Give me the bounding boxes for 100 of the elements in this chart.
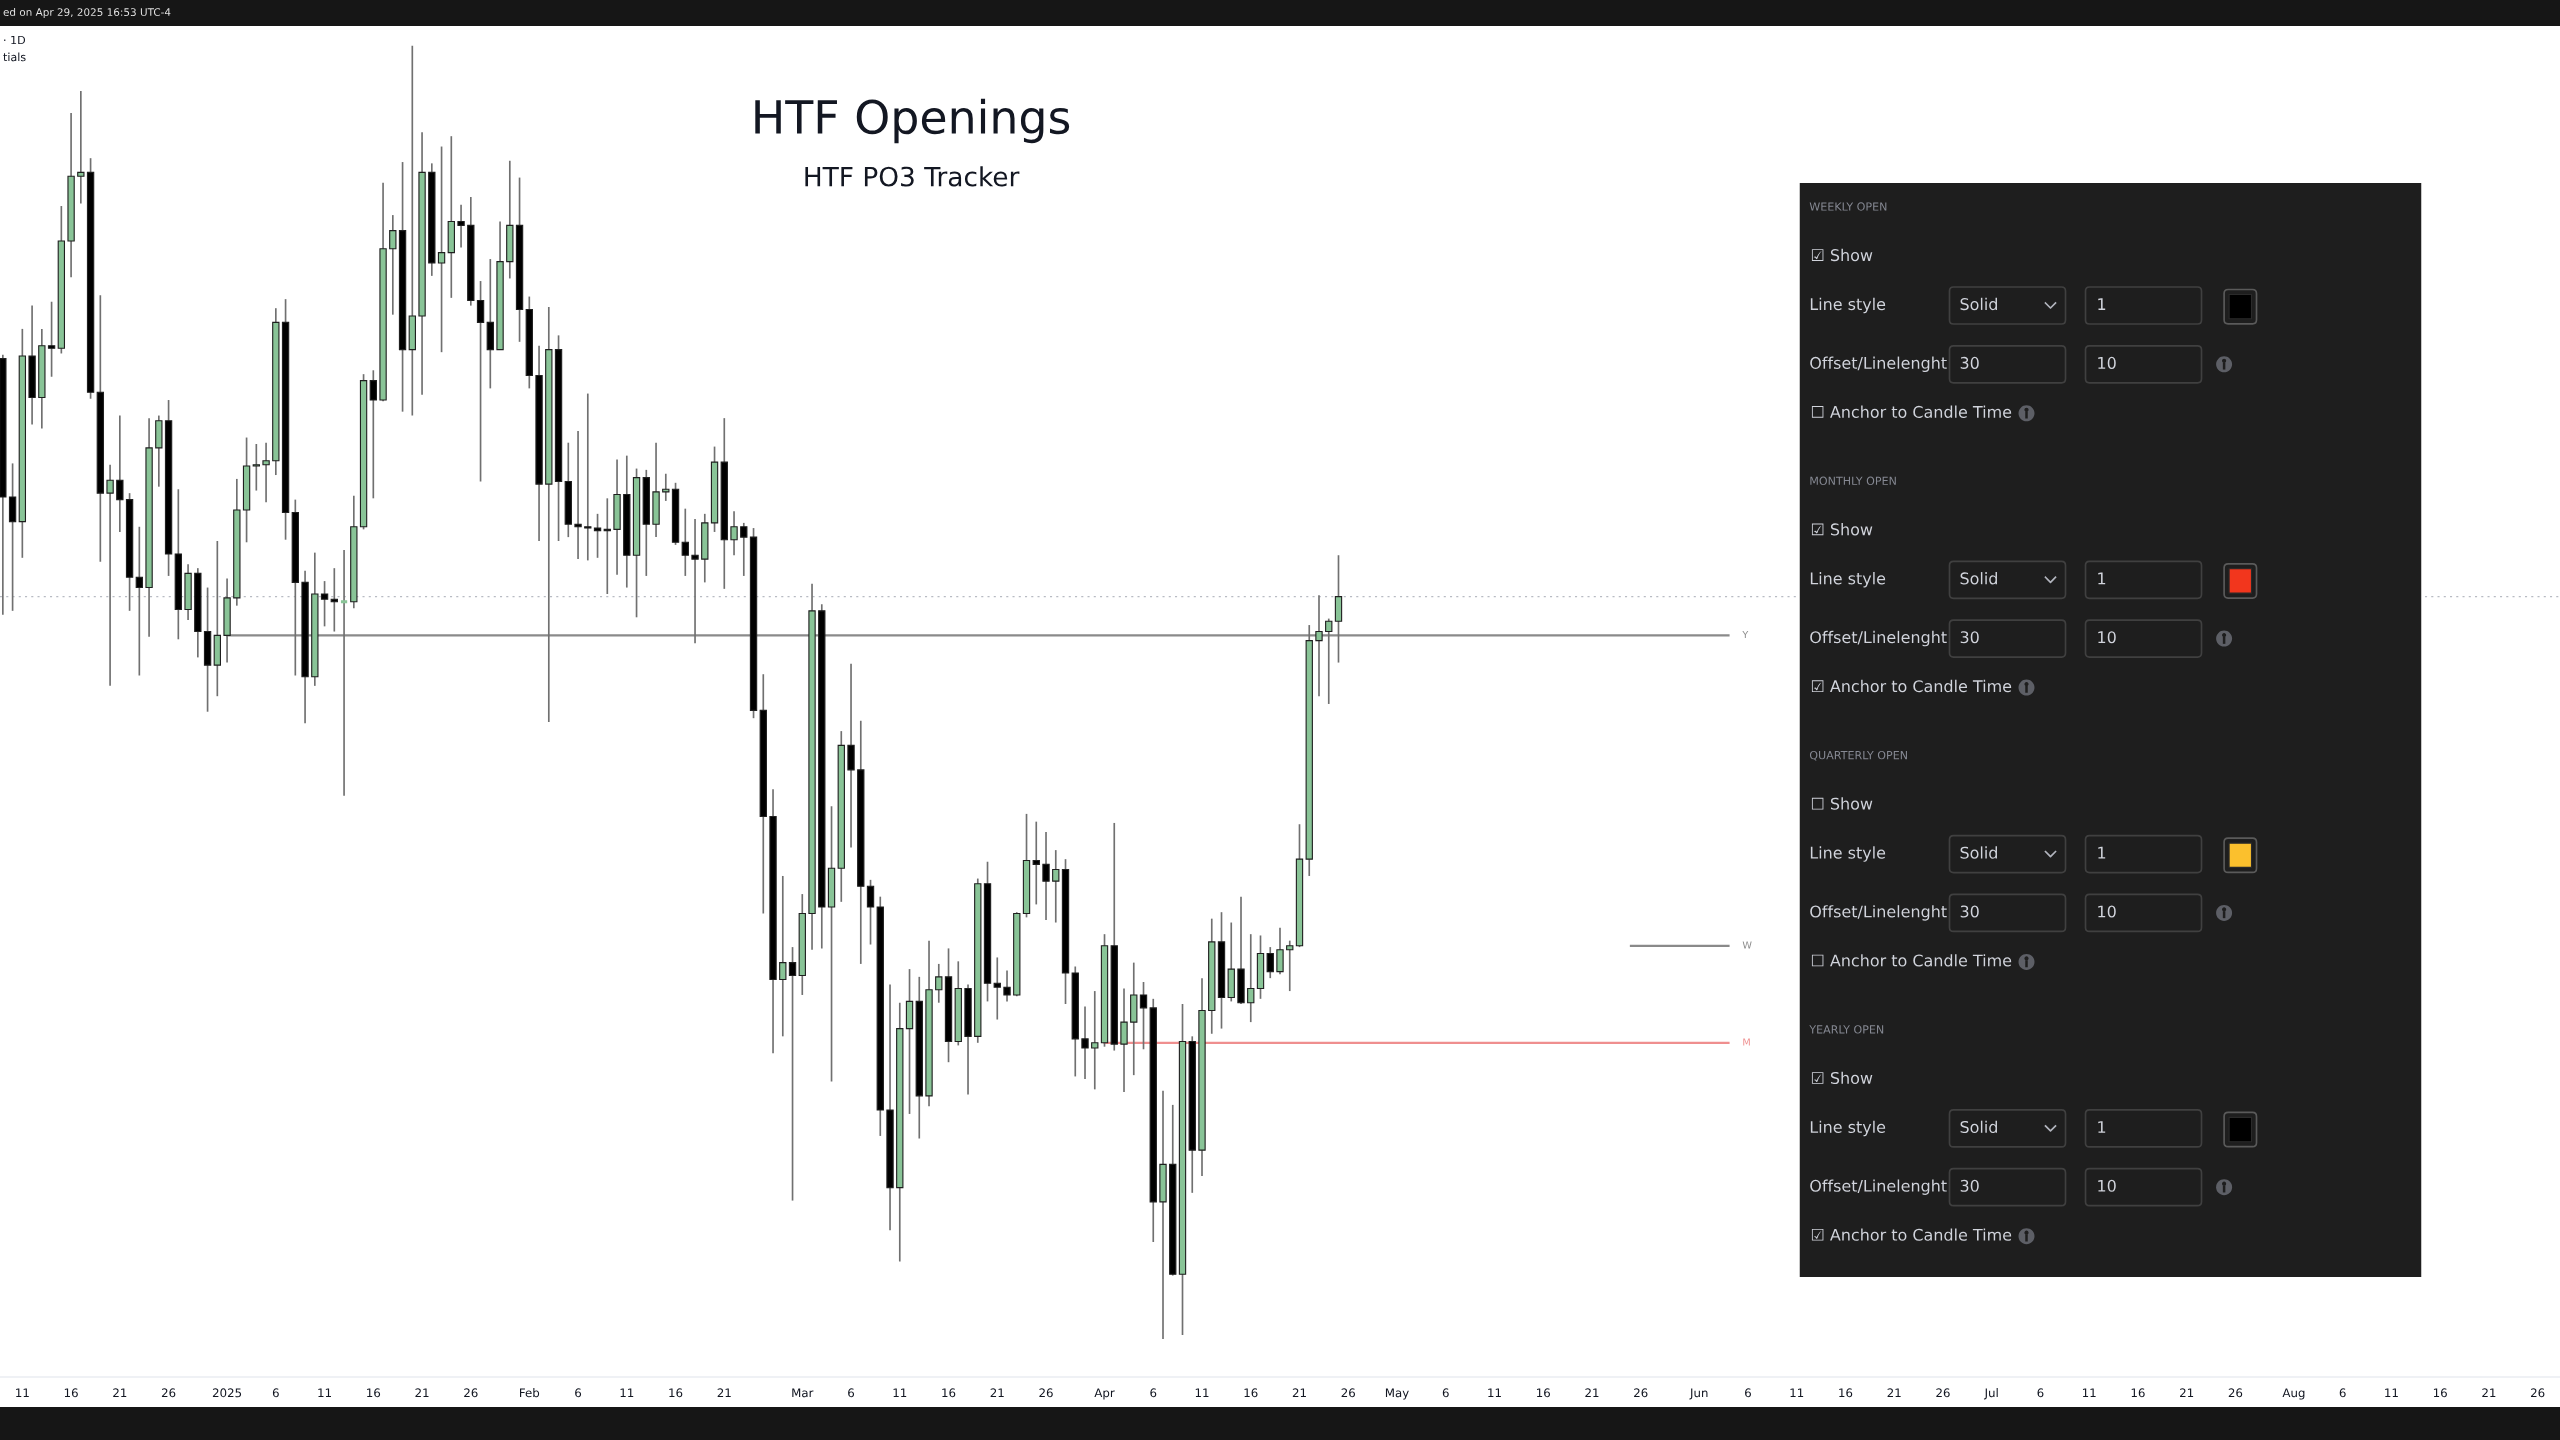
annotation: MONTHLY OPEN	[1810, 476, 1896, 486]
x-tick-label: 6	[272, 1388, 279, 1398]
annotation: YEARLY OPEN	[1809, 1025, 1884, 1034]
x-tick-label: Mar	[792, 1388, 814, 1398]
candlestick	[779, 875, 787, 1038]
candlestick	[574, 430, 582, 560]
x-tick-label: 26	[1634, 1388, 1648, 1398]
candlestick	[1247, 933, 1255, 1023]
candlestick	[1091, 990, 1099, 1091]
x-tick-label: 6	[575, 1388, 582, 1398]
candlestick	[457, 203, 465, 249]
x-tick-label: 11	[1195, 1388, 1209, 1398]
x-tick-label: 26	[2531, 1388, 2545, 1398]
candlestick	[77, 90, 85, 205]
x-tick-label: 16	[1537, 1388, 1550, 1398]
candlestick	[389, 214, 397, 316]
text: HTF PO3 Tracker	[805, 166, 1020, 187]
annotation: Solid	[1960, 572, 1997, 585]
annotation: 1	[2098, 846, 2106, 859]
annotation: ☐ Anchor to Candle Time	[1811, 405, 2012, 418]
candlestick	[1052, 849, 1060, 924]
x-tick-label: 21	[717, 1388, 731, 1398]
annotation: Offset/Linelenght	[1810, 905, 1947, 921]
annotation: ☑ Show	[1811, 1071, 1873, 1085]
annotation: tials	[3, 52, 26, 62]
x-tick-label: Apr	[1094, 1388, 1115, 1400]
annotation: 30	[1960, 356, 1979, 369]
x-tick-label: Aug	[2282, 1388, 2305, 1400]
x-tick-label: 16	[64, 1388, 78, 1398]
text: HTF Openings	[755, 98, 1070, 144]
x-tick-label: Jul	[1983, 1388, 1998, 1400]
x-tick-label: 21	[1292, 1388, 1306, 1398]
x-tick-label: 11	[1790, 1388, 1804, 1398]
candlestick	[476, 280, 485, 483]
candlestick	[1276, 926, 1284, 976]
annotation: Solid	[1960, 297, 1997, 311]
candlestick	[993, 956, 1001, 1021]
annotation: Line style	[1810, 572, 1886, 588]
annotation: Offset/Linelenght	[1810, 1179, 1947, 1195]
candlestick	[740, 522, 748, 577]
x-tick-label: 16	[367, 1388, 381, 1398]
candlestick	[47, 300, 56, 378]
annotation: 10	[2098, 356, 2116, 369]
x-tick-label: 11	[16, 1388, 29, 1398]
candlestick	[935, 963, 943, 1004]
x-tick-label: 6	[1442, 1388, 1449, 1398]
candlestick	[1325, 617, 1333, 705]
x-tick-label: 21	[415, 1388, 429, 1398]
candlestick	[788, 946, 797, 1202]
x-tick-label: 6	[848, 1388, 855, 1398]
x-tick-label: 26	[464, 1388, 478, 1398]
x-tick-label: 16	[2433, 1388, 2447, 1398]
candlestick	[866, 879, 875, 946]
annotation: 1	[2098, 298, 2106, 310]
x-tick-label: 26	[1936, 1388, 1950, 1398]
x-tick-label: 11	[893, 1388, 907, 1398]
candlestick	[1081, 1005, 1089, 1080]
candlestick	[1315, 594, 1323, 698]
x-tick-label: 26	[1039, 1388, 1053, 1398]
candlestick	[1042, 831, 1050, 921]
annotation: ☑ Show	[1811, 523, 1873, 536]
candlestick	[593, 513, 602, 559]
x-tick-label: 6	[2037, 1388, 2044, 1398]
x-tick-label: 21	[113, 1388, 127, 1398]
annotation: Line style	[1810, 1120, 1886, 1137]
x-tick-label: 11	[318, 1388, 331, 1398]
candlestick	[1139, 981, 1148, 1051]
candlestick	[135, 525, 144, 677]
x-tick-label: 26	[1341, 1388, 1356, 1398]
annotation: 10	[2098, 905, 2116, 918]
annotation: Solid	[1960, 846, 1997, 859]
annotation: 1	[2098, 1121, 2106, 1133]
annotation: Solid	[1960, 1120, 1997, 1134]
x-tick-label: 16	[1244, 1388, 1258, 1398]
x-tick-label: 16	[669, 1388, 683, 1398]
candlestick	[584, 392, 592, 562]
text: · 1D	[4, 35, 26, 45]
x-tick-label: 26	[2228, 1388, 2243, 1398]
annotation: ☑ Anchor to Candle Time	[1811, 679, 2012, 693]
x-tick-label: 16	[2131, 1388, 2145, 1398]
x-tick-label: 11	[620, 1388, 634, 1398]
x-tick-label: 16	[942, 1388, 956, 1398]
annotation: WEEKLY OPEN	[1809, 202, 1887, 211]
x-tick-label: 6	[1150, 1388, 1157, 1398]
candlestick	[1032, 820, 1040, 906]
candlestick	[437, 145, 446, 354]
series-label: W	[1742, 941, 1752, 949]
annotation: QUARTERLY OPEN	[1809, 750, 1907, 761]
x-tick-label: 6	[1745, 1388, 1751, 1398]
candlestick	[730, 510, 738, 557]
annotation: ☑ Anchor to Candle Time	[1811, 1228, 2012, 1241]
x-tick-label: 21	[990, 1388, 1004, 1398]
candlestick	[252, 443, 260, 492]
annotation: 30	[1960, 1179, 1979, 1192]
x-tick-label: 21	[2180, 1388, 2194, 1398]
candlestick	[691, 518, 699, 645]
candlestick	[1120, 987, 1128, 1093]
annotation: Offset/Linelenght	[1810, 356, 1947, 373]
x-tick-label: 21	[2482, 1388, 2496, 1398]
candlestick	[662, 472, 670, 502]
